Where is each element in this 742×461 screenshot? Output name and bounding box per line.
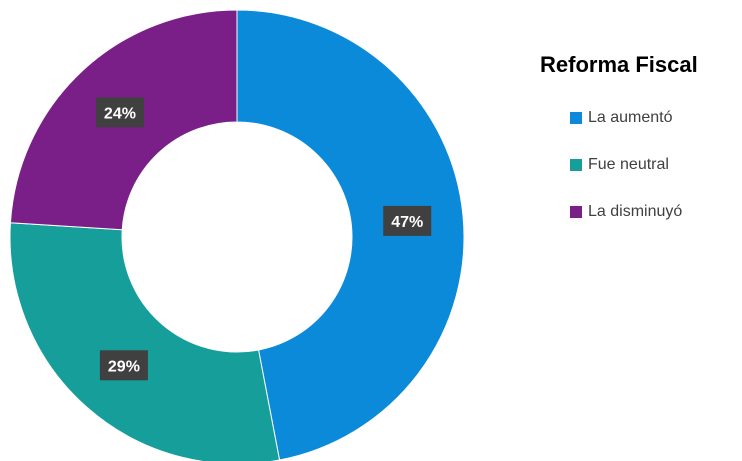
chart-title: Reforma Fiscal xyxy=(540,52,698,77)
data-label-fue-neutral: 29% xyxy=(99,350,148,381)
data-label-box xyxy=(99,350,148,381)
data-label-box xyxy=(383,205,432,236)
legend-label-fue-neutral: Fue neutral xyxy=(588,156,669,173)
chart-legend: Reforma Fiscal La aumentó Fue neutral La… xyxy=(540,52,698,249)
legend-item-la-disminuyo: La disminuyó xyxy=(570,202,698,222)
slice-la-aumento xyxy=(236,9,465,461)
data-label-la-aumento: 47% xyxy=(383,205,432,236)
data-label-text: 29% xyxy=(108,358,140,375)
legend-label-la-disminuyo: La disminuyó xyxy=(588,203,683,220)
legend-item-fue-neutral: Fue neutral xyxy=(570,155,698,175)
data-label-box xyxy=(95,97,144,128)
legend-swatch-la-disminuyo xyxy=(570,206,582,218)
legend-swatch-la-aumento xyxy=(570,112,582,124)
data-label-text: 47% xyxy=(391,214,423,231)
data-label-text: 24% xyxy=(104,105,136,122)
legend-item-la-aumento: La aumentó xyxy=(570,108,698,128)
data-label-la-disminuyo: 24% xyxy=(95,97,144,128)
legend-label-la-aumento: La aumentó xyxy=(588,109,673,126)
slice-fue-neutral xyxy=(9,222,281,461)
legend-swatch-fue-neutral xyxy=(570,159,582,171)
data-labels: 47% 29% 24% xyxy=(95,97,432,381)
